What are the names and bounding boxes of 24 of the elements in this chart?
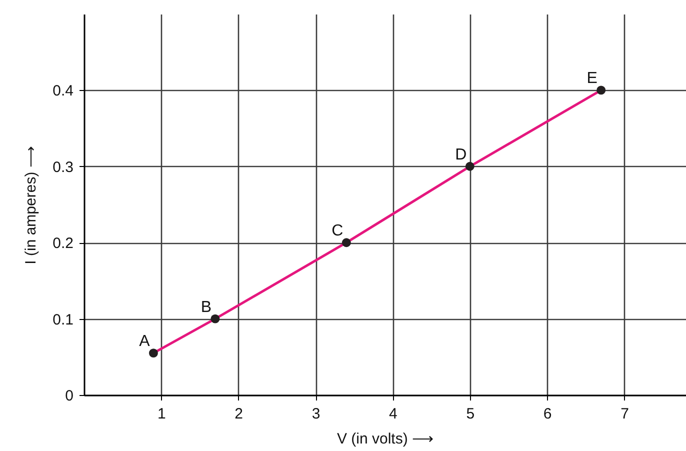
point — [210, 314, 220, 324]
x-tick-label: 3 — [312, 406, 320, 422]
annotation: A — [139, 333, 150, 350]
y-tick-label: 0.1 — [52, 311, 74, 328]
y-axis-title: I (in amperes) ⟶ — [22, 146, 40, 264]
y-tick-label: 0.3 — [52, 158, 74, 176]
point — [465, 162, 474, 171]
x-tick-label: 6 — [543, 406, 552, 422]
x-tick-label: 7 — [620, 406, 629, 422]
annotation: C — [332, 222, 344, 240]
x-tick-label: 1 — [158, 406, 166, 422]
point — [342, 238, 351, 248]
annotation: D — [455, 146, 467, 164]
x-tick-label: 2 — [234, 406, 244, 422]
point — [596, 86, 606, 95]
y-tick-label: 0.2 — [52, 235, 74, 252]
y-tick-label: 0 — [65, 388, 74, 404]
annotation: E — [586, 70, 598, 88]
point — [148, 348, 158, 358]
x-tick-label: 4 — [389, 406, 398, 422]
x-axis-title: V (in volts) ⟶ — [336, 430, 434, 448]
annotation: B — [200, 298, 212, 316]
y-tick-label: 0.4 — [52, 82, 74, 100]
x-tick-label: 5 — [466, 406, 475, 422]
